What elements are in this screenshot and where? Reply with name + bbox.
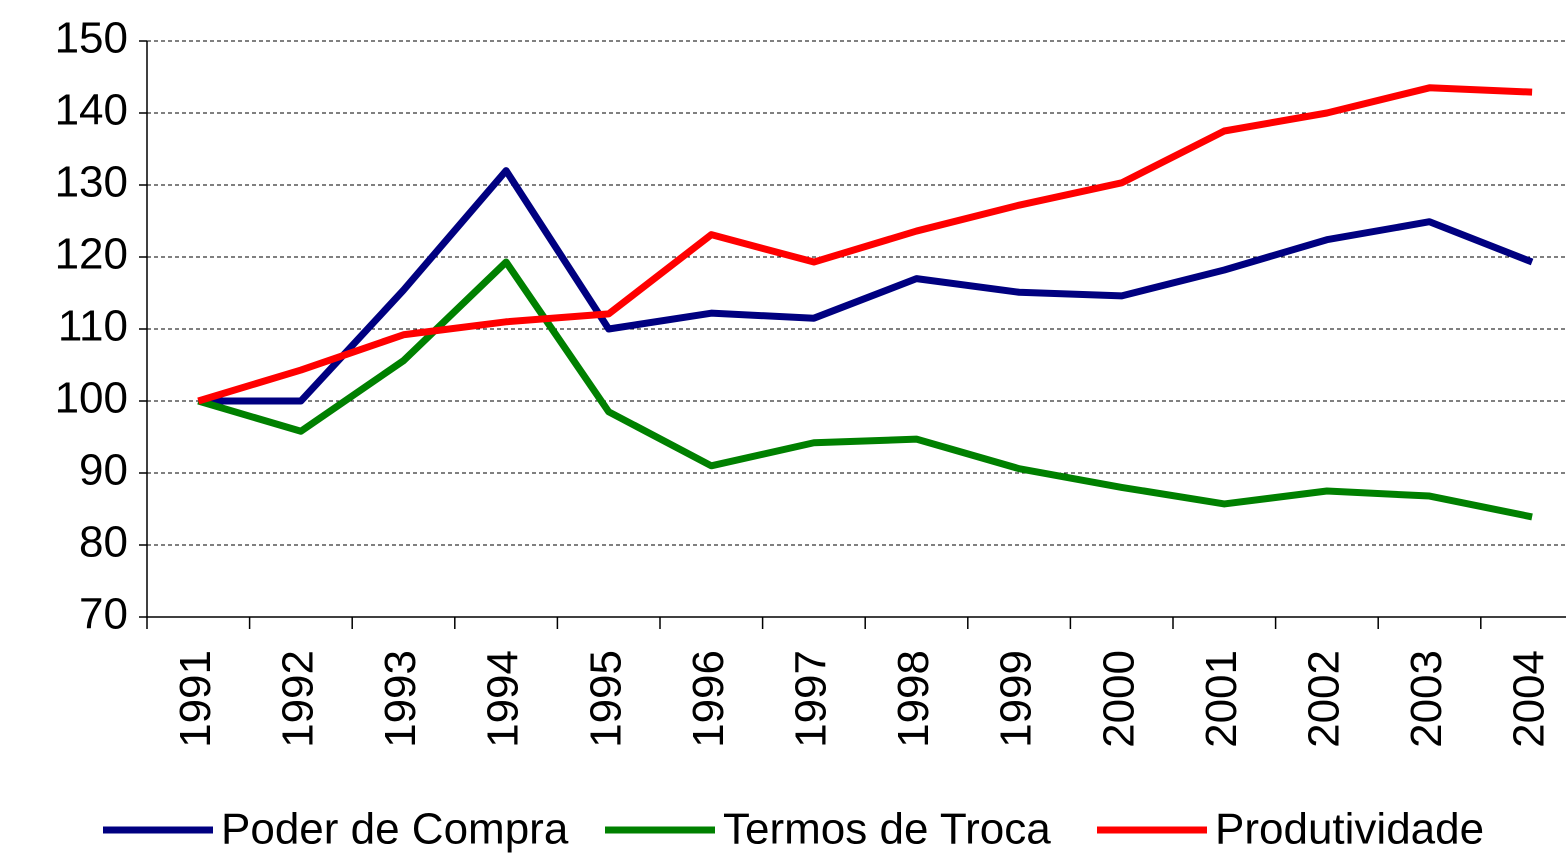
x-tick-label: 1998 (889, 650, 938, 748)
x-tick-label: 2003 (1402, 650, 1451, 748)
y-tick-label: 150 (55, 14, 128, 63)
x-tick-label: 1991 (171, 650, 220, 748)
series-line (197, 84, 1533, 405)
y-tick-label: 110 (58, 302, 128, 351)
y-tick-label: 80 (79, 518, 128, 567)
series-line (198, 167, 1534, 405)
series-line (197, 258, 1533, 521)
legend-label: Produtividade (1215, 805, 1484, 854)
legend-label: Poder de Compra (221, 805, 569, 854)
x-tick-label: 1995 (581, 650, 630, 748)
x-tick-label: 1996 (684, 650, 733, 748)
x-tick-label: 1992 (274, 650, 323, 748)
y-tick-label: 130 (55, 158, 128, 207)
x-tick-label: 1993 (376, 650, 425, 748)
y-tick-label: 90 (79, 446, 128, 495)
legend-label: Termos de Troca (723, 805, 1051, 854)
x-tick-label: 2004 (1505, 650, 1554, 748)
x-tick-label: 1999 (992, 650, 1041, 748)
y-tick-label: 70 (79, 590, 128, 639)
x-tick-label: 2001 (1197, 650, 1246, 748)
y-tick-label: 100 (55, 374, 128, 423)
y-tick-label: 120 (55, 230, 128, 279)
x-tick-label: 1994 (479, 650, 528, 748)
y-tick-label: 140 (55, 86, 128, 135)
x-tick-label: 2000 (1094, 650, 1143, 748)
x-tick-label: 2002 (1300, 650, 1349, 748)
x-tick-label: 1997 (787, 650, 836, 748)
